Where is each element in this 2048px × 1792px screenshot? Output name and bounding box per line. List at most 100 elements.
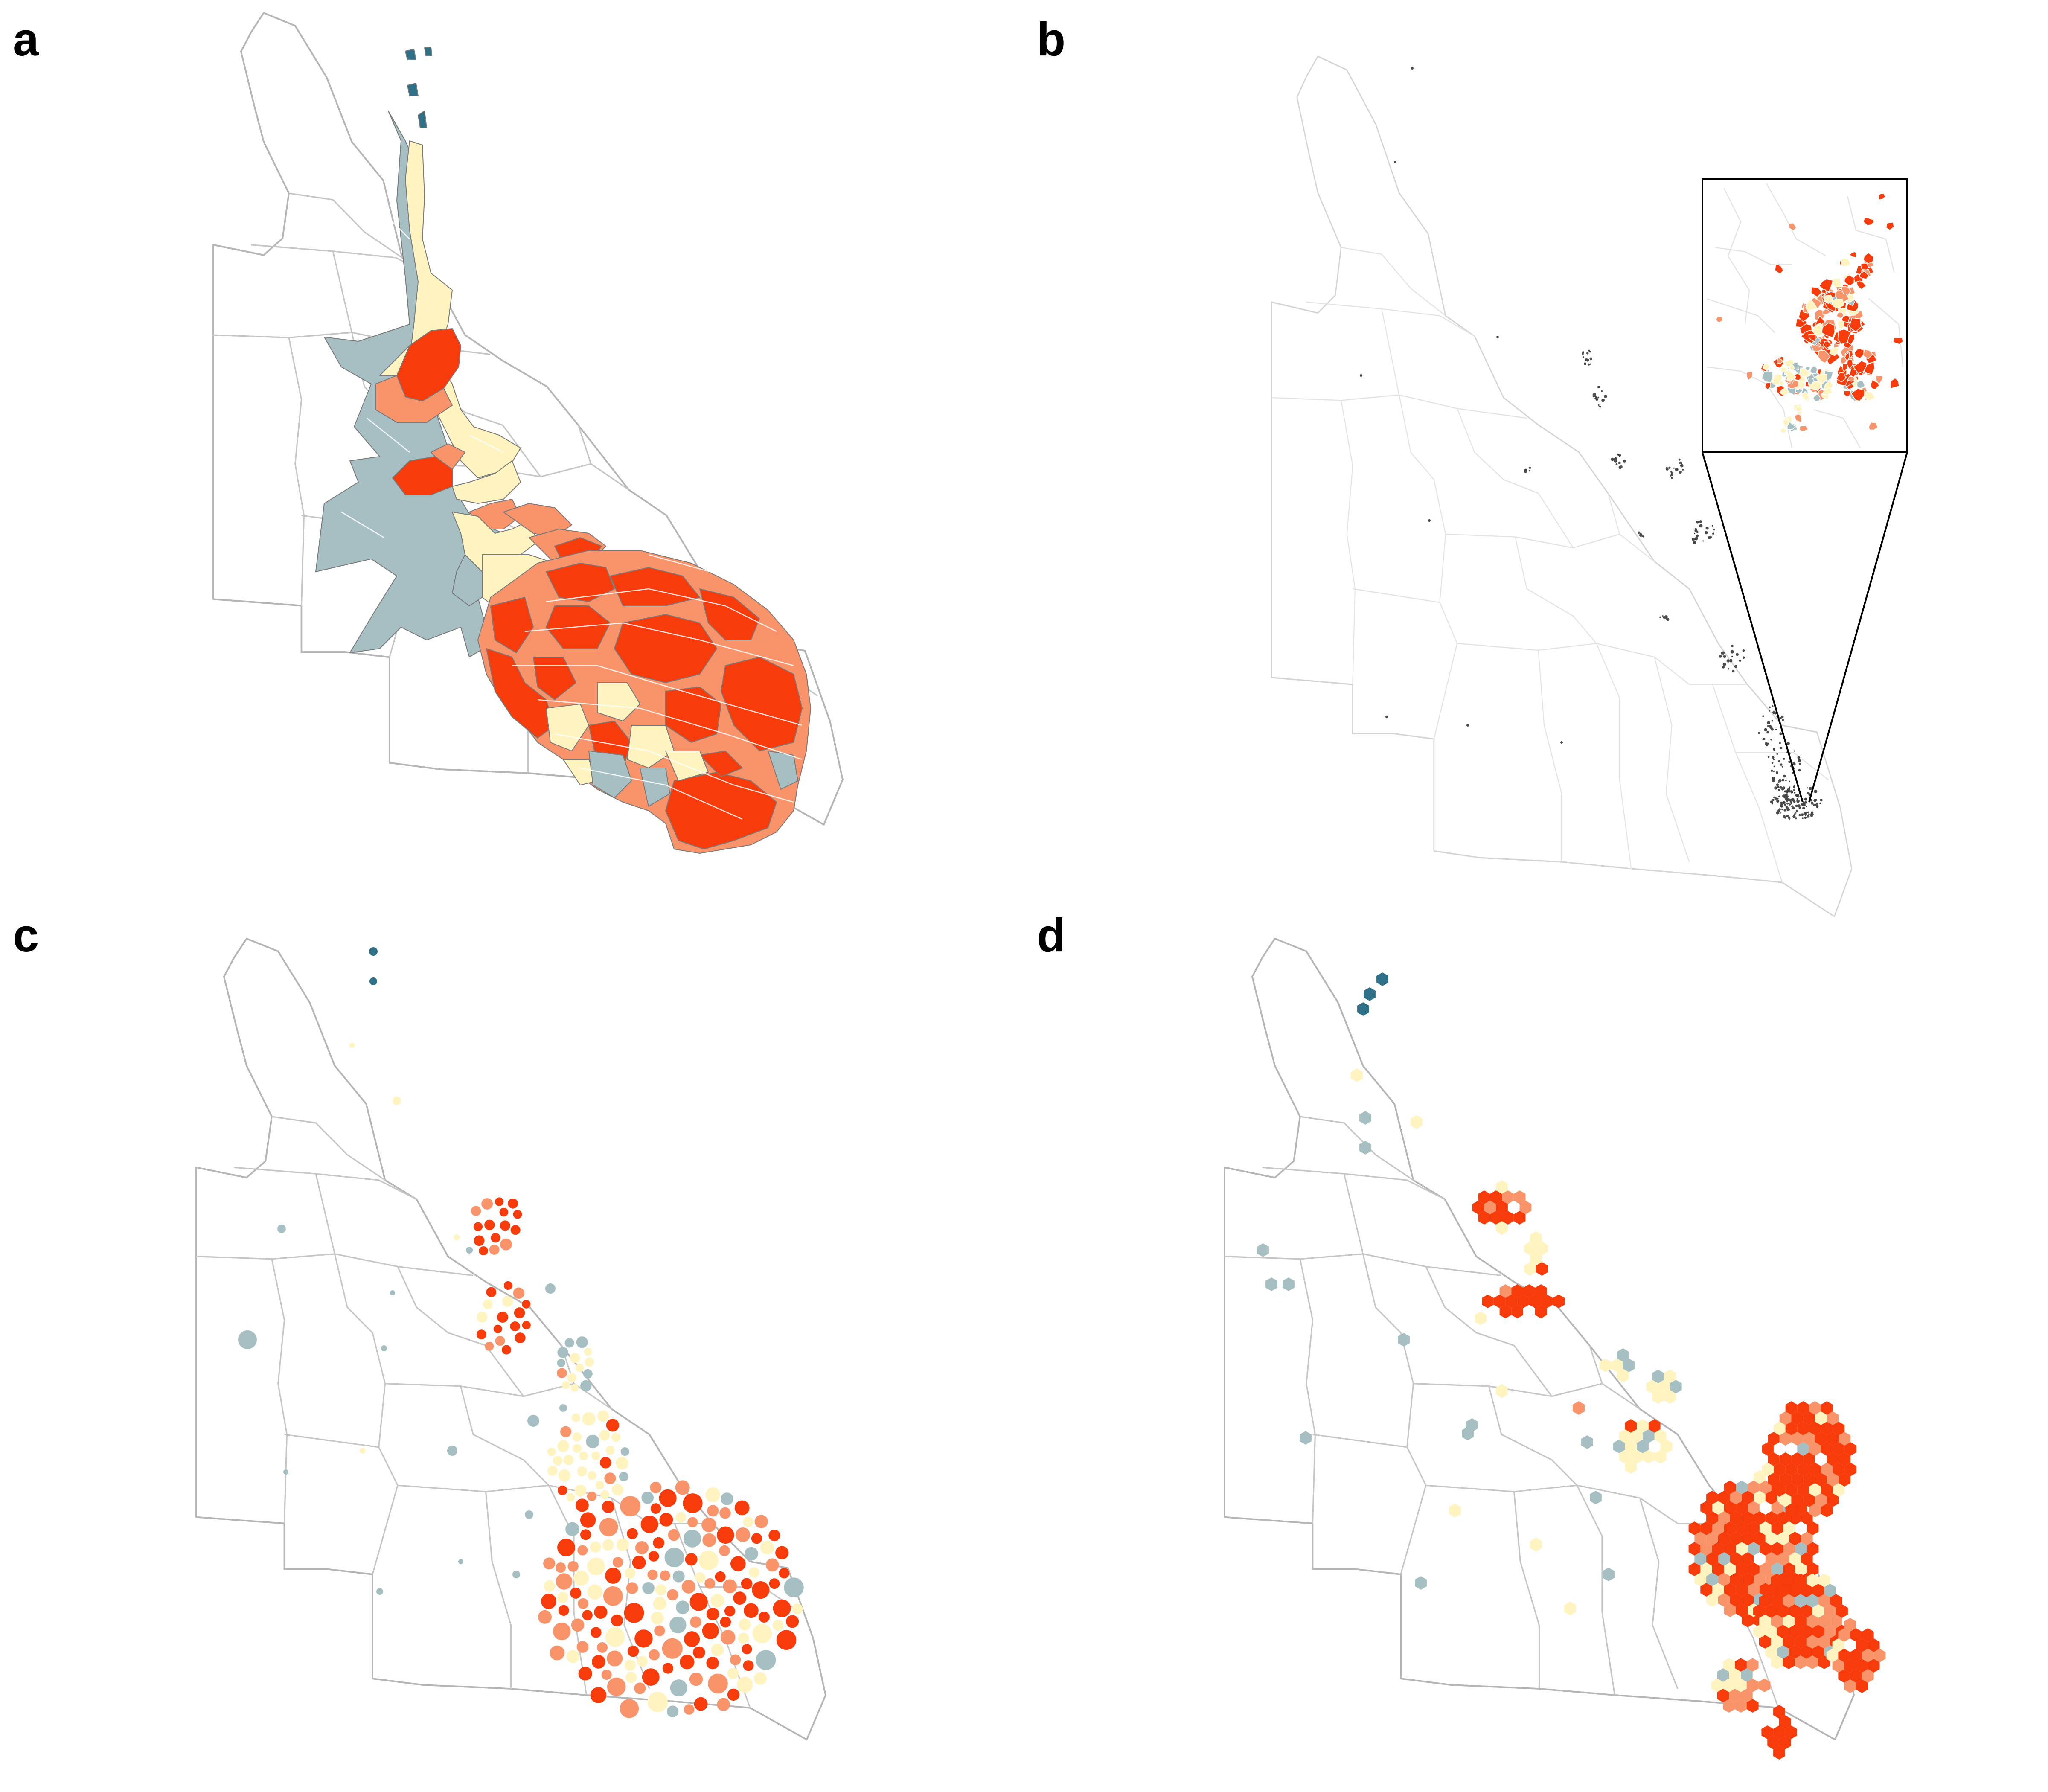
hexagon-tile <box>1700 1583 1712 1597</box>
small-area-dot <box>1813 804 1815 806</box>
small-area-dot <box>1721 651 1725 655</box>
dorling-circle <box>612 1484 624 1496</box>
hexagon-tile <box>1833 1422 1845 1435</box>
dorling-circle <box>580 1512 596 1528</box>
dorling-circle <box>739 1618 751 1631</box>
hexagon-tile <box>1777 1511 1789 1525</box>
dorling-circle <box>541 1594 556 1609</box>
inset-area <box>1836 311 1844 319</box>
small-area-dot <box>1782 794 1786 798</box>
dorling-circle <box>590 1541 601 1553</box>
dorling-circle <box>736 1676 753 1693</box>
dorling-circle <box>481 1198 493 1210</box>
small-area-dot <box>1726 659 1730 663</box>
hexagon-tile <box>1873 1649 1886 1662</box>
hexagon-tile <box>1797 1463 1809 1476</box>
dorling-circle <box>632 1556 646 1570</box>
small-area-dot <box>1599 405 1601 408</box>
small-area-dot <box>1772 778 1775 782</box>
dorling-circle <box>545 1283 556 1294</box>
dorling-circle <box>649 1649 660 1661</box>
hexagon-tile <box>1748 1542 1760 1556</box>
dorling-circle <box>502 1345 511 1355</box>
small-area-dot <box>1798 759 1801 762</box>
dorling-circle <box>616 1538 629 1551</box>
small-area-dot <box>1805 815 1807 817</box>
small-area-dot <box>1778 789 1780 791</box>
hexagon-tile <box>1694 1532 1707 1545</box>
dorling-circle <box>742 1644 752 1655</box>
hexagon-tile <box>1736 1542 1748 1556</box>
hexagon-tile <box>1496 1221 1508 1235</box>
small-area-dot <box>1790 791 1793 794</box>
dorling-circle <box>486 1287 497 1297</box>
hexagon-tile <box>1742 1593 1754 1607</box>
small-area-dot <box>1785 790 1789 794</box>
inset-area <box>1862 349 1873 360</box>
hexagon-tile <box>1746 1679 1759 1692</box>
dorling-circle <box>664 1548 684 1568</box>
small-area-dot <box>1722 663 1726 666</box>
inset-area <box>1841 315 1850 323</box>
dorling-circle <box>563 1455 574 1465</box>
hexagon-tile <box>1779 1411 1792 1425</box>
dorling-circle <box>748 1567 759 1578</box>
dorling-circle <box>447 1446 457 1456</box>
dorling-circle <box>606 1419 619 1432</box>
dorling-circle <box>619 1472 628 1481</box>
hexagon-tile <box>1833 1483 1845 1497</box>
hexagon-tile <box>1759 1562 1772 1576</box>
dorling-circle <box>585 1357 594 1367</box>
panel-d-hexagons <box>1257 972 1886 1760</box>
hexagon-tile <box>1801 1552 1813 1566</box>
small-area-dot <box>1671 477 1673 479</box>
hexagon-tile <box>1783 1635 1795 1649</box>
small-area-dot <box>1734 665 1737 668</box>
inset-area <box>1783 359 1794 367</box>
small-area-dot <box>1781 788 1784 791</box>
inset-area <box>1841 286 1851 294</box>
hexagon-tile <box>1850 1669 1862 1683</box>
hexagon-tile <box>1530 1231 1542 1245</box>
small-area-dot <box>1785 806 1789 809</box>
hexagon-tile <box>1736 1521 1748 1535</box>
dorling-circle <box>495 1336 505 1346</box>
hexagon-tile <box>1771 1594 1783 1608</box>
small-area-dot <box>1792 806 1795 810</box>
hexagon-tile <box>1712 1562 1724 1576</box>
hexagon-tile <box>1652 1370 1664 1383</box>
dorling-circle <box>733 1591 747 1605</box>
inset-area <box>1829 346 1839 356</box>
hexagon-tile <box>1484 1201 1496 1214</box>
panel-b-inset <box>1702 178 1908 803</box>
hexagon-tile <box>1785 1422 1798 1435</box>
small-area-dot <box>1584 362 1587 365</box>
dorling-circle <box>689 1593 708 1611</box>
dorling-circle <box>510 1225 521 1235</box>
small-area-dot <box>1666 618 1670 621</box>
hexagon-tile <box>1797 1442 1809 1456</box>
small-area-dot <box>1670 471 1673 473</box>
dorling-circle <box>768 1530 780 1542</box>
hexagon-tile <box>1654 1429 1667 1443</box>
hexagon-tile <box>1617 1348 1629 1362</box>
hexagon-tile <box>1351 1068 1363 1082</box>
inset-area <box>1870 379 1879 390</box>
inset-area <box>1787 421 1796 430</box>
small-area-dot <box>1679 461 1682 465</box>
hexagon-tile <box>1493 1295 1506 1308</box>
dorling-circle <box>720 1616 731 1628</box>
dorling-circle <box>349 1043 355 1048</box>
small-area-dot <box>1783 774 1786 778</box>
dorling-circle <box>574 1484 587 1497</box>
hexagon-tile <box>1759 1635 1771 1649</box>
small-area-dot <box>1704 531 1708 535</box>
dorling-circle <box>627 1645 639 1657</box>
hexagon-tile <box>1773 1725 1785 1739</box>
dorling-circle <box>752 1623 772 1643</box>
panel-c-circle-cartogram <box>195 937 826 1741</box>
small-area-dot <box>1778 795 1780 797</box>
hexagon-tile <box>1411 1115 1423 1129</box>
panel-b-zoom-line-left <box>1702 452 1804 803</box>
hexagon-tile <box>1815 1473 1827 1487</box>
